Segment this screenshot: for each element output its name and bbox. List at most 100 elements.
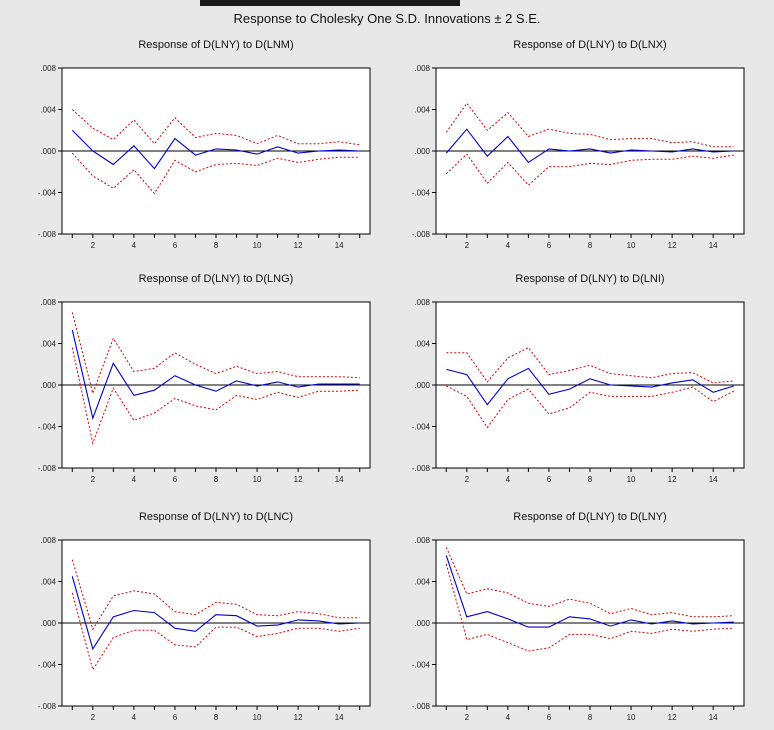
y-tick-label: .004 [414,578,430,587]
y-tick-label: .008 [40,64,56,73]
lower-band-line [445,153,734,186]
y-tick-label: -.004 [38,423,57,432]
y-tick-label: -.008 [412,702,431,711]
x-tick-label: 8 [588,241,593,250]
y-tick-label: -.008 [412,464,431,473]
x-tick-label: 4 [506,475,511,484]
x-tick-label: 12 [294,475,303,484]
response-line [71,576,360,651]
x-tick-label: 6 [173,713,178,722]
y-tick-label: .000 [414,147,430,156]
y-tick-label: .004 [40,578,56,587]
y-tick-label: .008 [414,64,430,73]
response-line [71,329,360,421]
x-tick-label: 2 [465,475,470,484]
x-tick-label: 2 [91,475,96,484]
x-tick-label: 6 [547,475,552,484]
y-tick-label: -.008 [38,464,57,473]
response-line [445,555,734,628]
x-tick-label: 10 [627,475,636,484]
y-tick-label: .008 [40,536,56,545]
x-tick-label: 14 [709,475,718,484]
y-tick-label: -.004 [38,661,57,670]
y-tick-label: .004 [40,106,56,115]
x-tick-label: 10 [253,713,262,722]
x-tick-label: 10 [253,475,262,484]
x-tick-label: 14 [335,241,344,250]
x-tick-label: 6 [547,241,552,250]
x-tick-label: 12 [294,241,303,250]
x-tick-label: 14 [709,241,718,250]
irf-panel-3: Response of D(LNY) to D(LNG) -.008 -.004 .0… [38,273,371,484]
x-tick-label: 8 [588,713,593,722]
y-tick-label: -.004 [412,423,431,432]
upper-band-line [71,109,360,146]
x-tick-label: 4 [132,713,137,722]
x-tick-label: 8 [588,475,593,484]
x-tick-label: 14 [335,713,344,722]
x-tick-label: 10 [253,241,262,250]
x-tick-label: 4 [132,475,137,484]
y-tick-label: -.008 [38,702,57,711]
y-tick-label: .000 [414,619,430,628]
x-tick-label: 6 [173,475,178,484]
panel-title: Response of D(LNY) to D(LNI) [515,273,664,285]
irf-panel-4: Response of D(LNY) to D(LNI) -.008 -.004 .0… [412,273,745,484]
irf-panel-1: Response of D(LNY) to D(LNM) -.008 -.004 .0… [38,39,371,250]
panel-title: Response of D(LNY) to D(LNM) [138,39,293,51]
x-tick-label: 8 [214,241,219,250]
x-tick-label: 12 [668,241,677,250]
y-tick-label: -.004 [38,189,57,198]
y-tick-label: .000 [414,381,430,390]
x-tick-label: 12 [294,713,303,722]
x-tick-label: 2 [465,713,470,722]
x-tick-label: 6 [547,713,552,722]
response-line [445,128,734,164]
upper-band-line [446,346,734,384]
lower-band-line [71,347,360,445]
page-title: Response to Cholesky One S.D. Innovation… [233,11,541,26]
panel-title: Response of D(LNY) to D(LNY) [513,511,666,523]
x-tick-label: 2 [91,241,96,250]
response-line [446,367,734,406]
upper-band-line [445,102,734,148]
y-tick-label: -.004 [412,661,431,670]
lower-band-line [445,563,734,652]
upper-band-line [71,312,360,395]
y-tick-label: .008 [414,536,430,545]
y-tick-label: .004 [414,340,430,349]
y-tick-label: -.004 [412,189,431,198]
panel-title: Response of D(LNY) to D(LNG) [139,273,294,285]
y-tick-label: .000 [40,619,56,628]
top-strip [200,0,460,6]
x-tick-label: 10 [627,713,636,722]
x-tick-label: 4 [132,241,137,250]
y-tick-label: .008 [40,298,56,307]
irf-panel-6: Response of D(LNY) to D(LNY) -.008 -.004 .0… [412,511,745,722]
x-tick-label: 4 [506,241,511,250]
x-tick-label: 14 [335,475,344,484]
x-tick-label: 2 [91,713,96,722]
y-tick-label: .004 [414,106,430,115]
x-tick-label: 8 [214,475,219,484]
irf-panel-5: Response of D(LNY) to D(LNC) -.008 -.004 .0… [38,511,371,722]
panel-title: Response of D(LNY) to D(LNX) [513,39,666,51]
y-tick-label: .008 [414,298,430,307]
y-tick-label: -.008 [412,230,431,239]
lower-band-line [71,592,360,671]
y-tick-label: .004 [40,340,56,349]
lower-band-line [446,385,734,429]
irf-panel-2: Response of D(LNY) to D(LNX) -.008 -.004 .0… [412,39,745,250]
y-tick-label: -.008 [38,230,57,239]
x-tick-label: 2 [465,241,470,250]
x-tick-label: 12 [668,475,677,484]
x-tick-label: 14 [709,713,718,722]
x-tick-label: 10 [627,241,636,250]
y-tick-label: .000 [40,381,56,390]
upper-band-line [71,559,360,631]
x-tick-label: 8 [214,713,219,722]
x-tick-label: 12 [668,713,677,722]
x-tick-label: 6 [173,241,178,250]
y-tick-label: .000 [40,147,56,156]
